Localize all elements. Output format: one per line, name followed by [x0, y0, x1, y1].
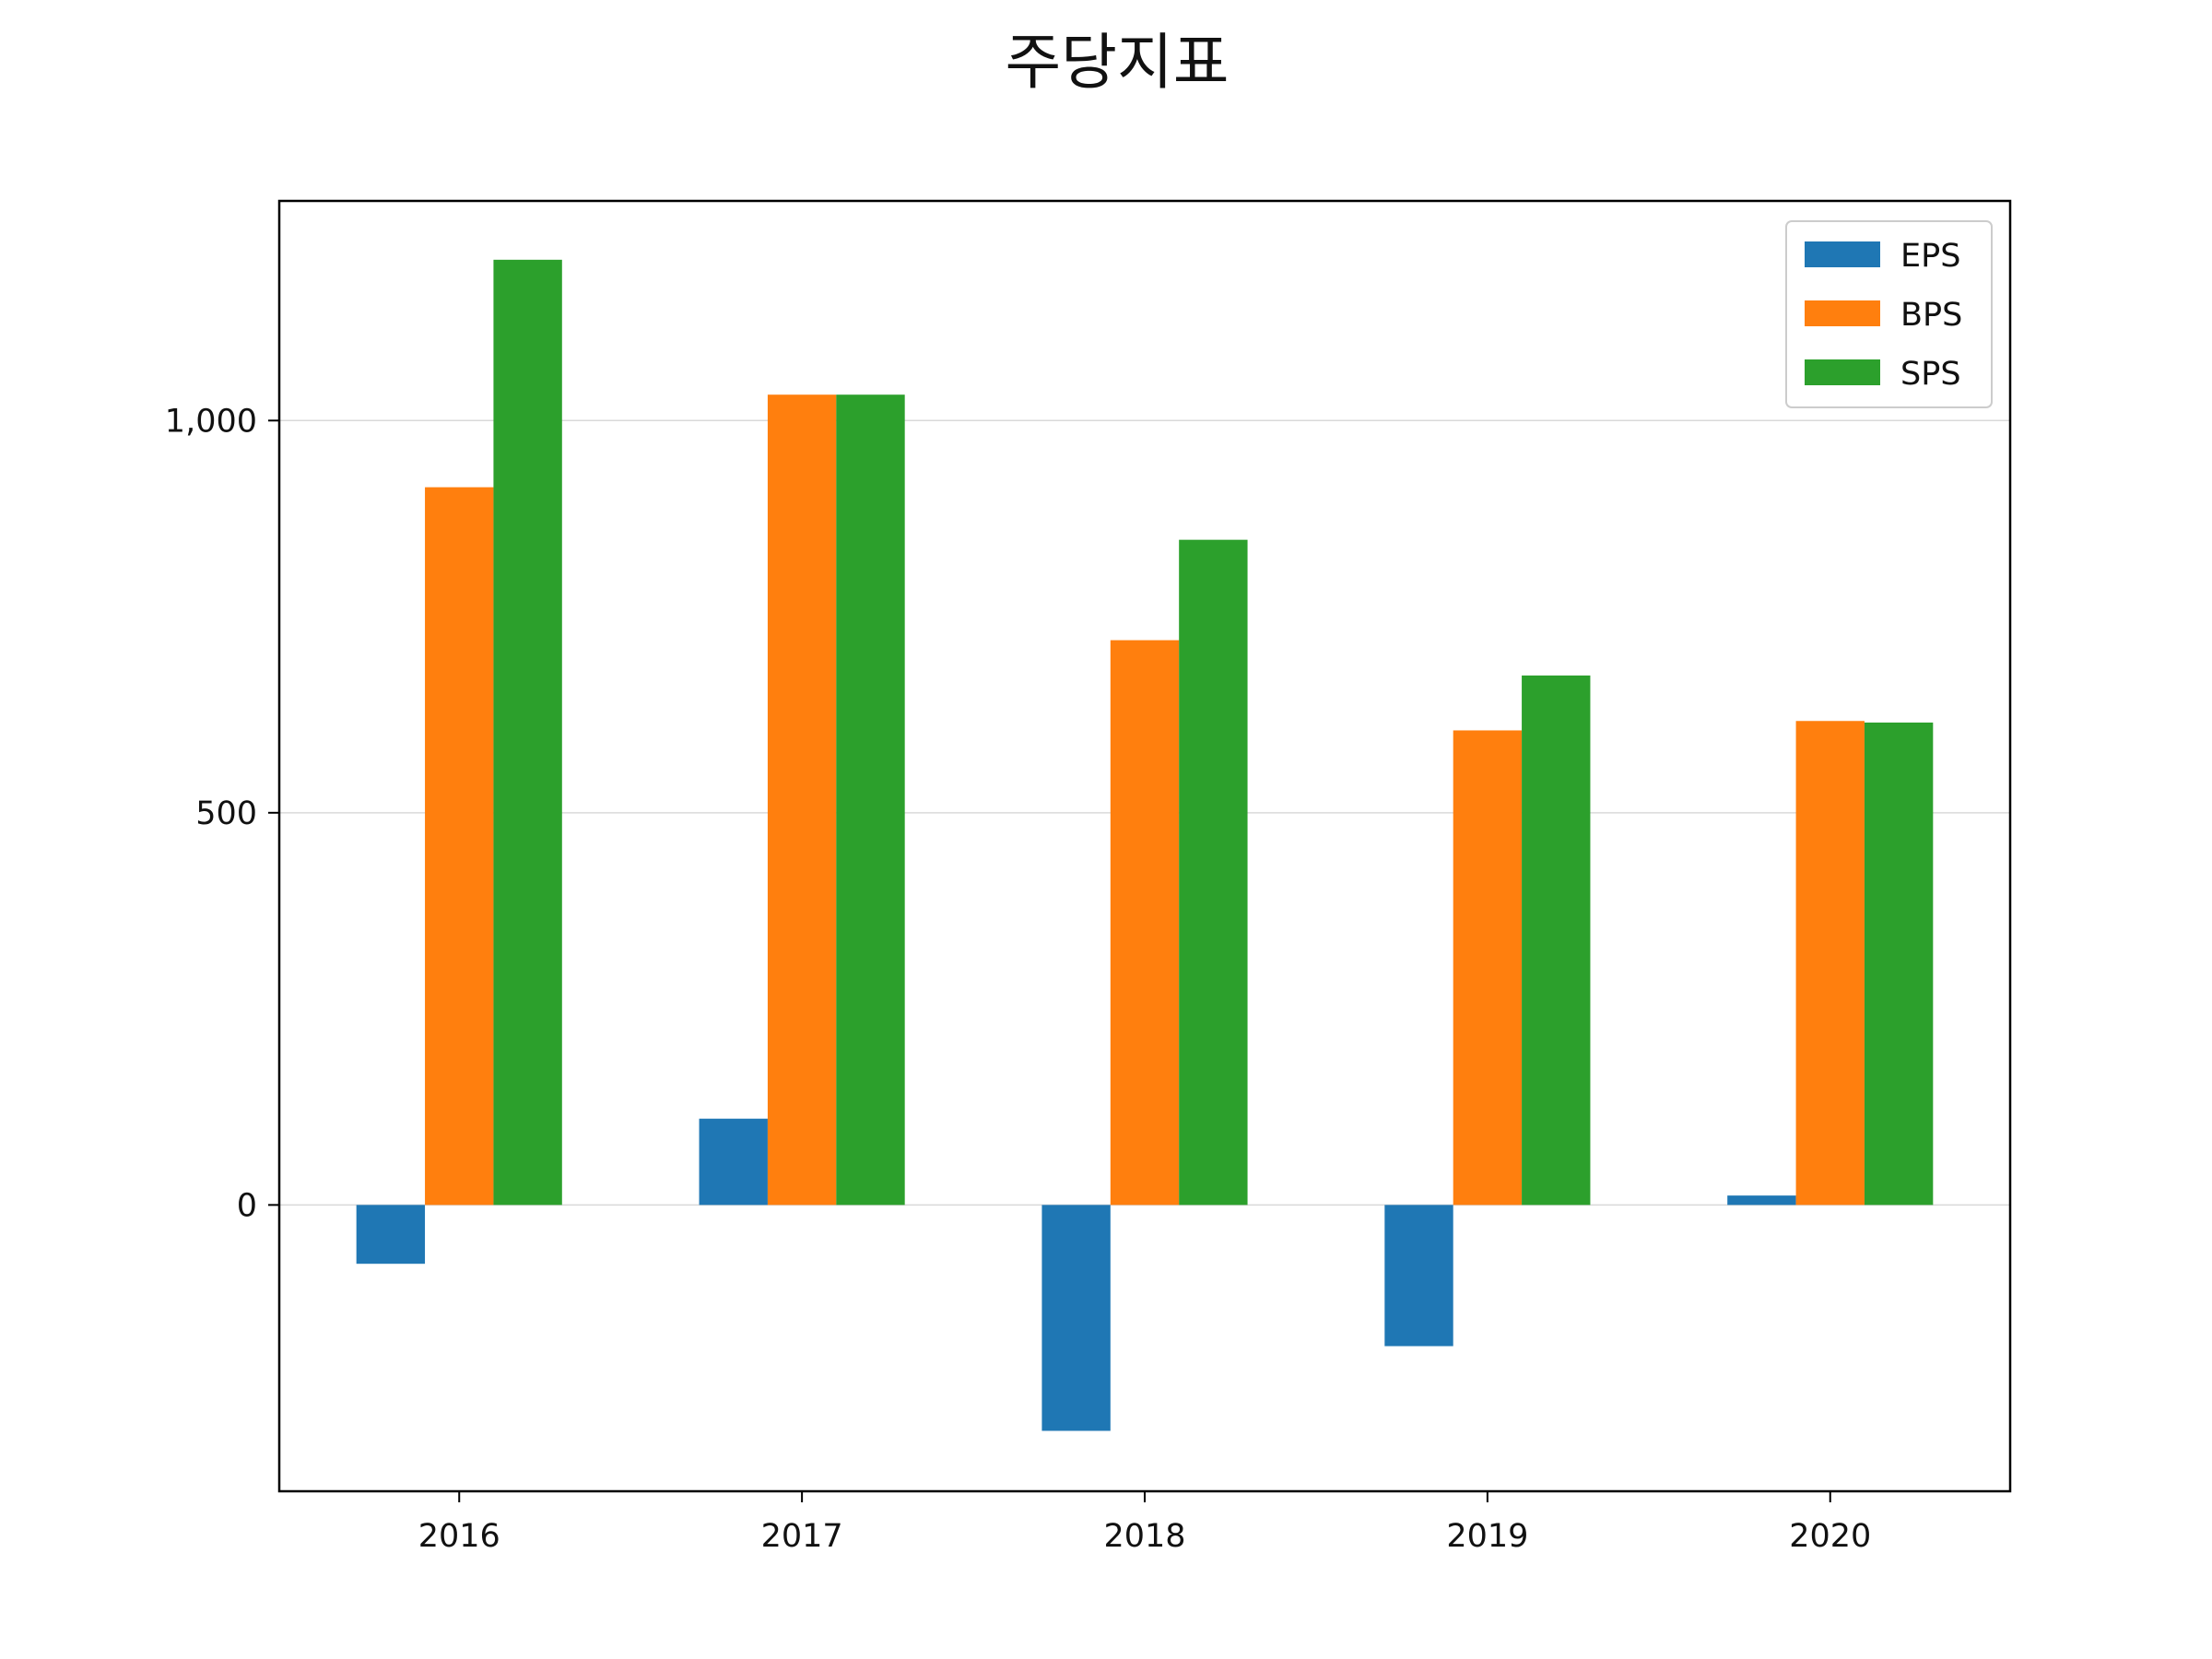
- legend-swatch-bps: [1805, 300, 1880, 326]
- x-tick-label: 2020: [1789, 1518, 1871, 1555]
- x-tick-label: 2019: [1446, 1518, 1528, 1555]
- y-axis: 0 500 1,000: [165, 403, 279, 1224]
- legend-swatch-eps: [1805, 241, 1880, 267]
- y-tick-label: 0: [237, 1187, 257, 1224]
- bar-eps-2018: [1041, 1205, 1111, 1431]
- bar-bps-2018: [1110, 640, 1180, 1206]
- legend: EPS BPS SPS: [1785, 220, 1993, 408]
- bar-sps-2017: [836, 394, 905, 1206]
- bars: [356, 259, 1934, 1431]
- chart-title: 주당지표: [1006, 27, 1230, 98]
- bar-bps-2017: [767, 394, 837, 1206]
- legend-label-bps: BPS: [1900, 297, 1962, 334]
- x-axis: 2016 2017 2018 2019 2020: [418, 1491, 1871, 1555]
- bar-sps-2018: [1179, 539, 1248, 1206]
- bar-eps-2020: [1727, 1195, 1796, 1206]
- bar-sps-2020: [1864, 722, 1934, 1206]
- legend-label-sps: SPS: [1900, 356, 1961, 393]
- x-tick-label: 2018: [1103, 1518, 1185, 1555]
- x-tick-label: 2017: [761, 1518, 843, 1555]
- bar-eps-2017: [699, 1118, 768, 1206]
- bar-eps-2019: [1384, 1205, 1453, 1347]
- bar-eps-2016: [356, 1205, 426, 1265]
- bar-sps-2019: [1522, 675, 1591, 1206]
- y-tick-label: 500: [195, 795, 257, 832]
- legend-label-eps: EPS: [1900, 238, 1960, 275]
- bar-sps-2016: [493, 259, 562, 1206]
- y-tick-label: 1,000: [165, 403, 257, 440]
- bar-bps-2020: [1795, 721, 1865, 1206]
- legend-swatch-sps: [1805, 359, 1880, 385]
- x-tick-label: 2016: [418, 1518, 500, 1555]
- bar-bps-2019: [1453, 730, 1523, 1206]
- bar-bps-2016: [425, 487, 494, 1206]
